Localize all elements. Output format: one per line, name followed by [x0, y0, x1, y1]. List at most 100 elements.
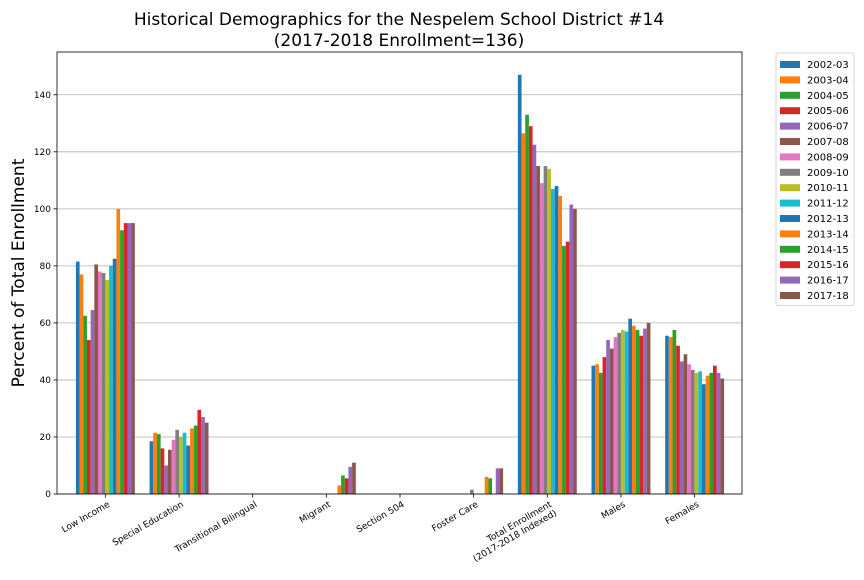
bar	[352, 462, 356, 494]
bar	[646, 322, 651, 494]
bar	[665, 335, 669, 494]
x-tick-label: Migrant	[298, 500, 333, 526]
bar	[123, 223, 128, 494]
x-tick-label: Section 504	[355, 500, 407, 536]
legend-label: 2016-17	[807, 276, 849, 287]
bar	[341, 475, 345, 494]
bar	[643, 328, 647, 494]
bar	[75, 261, 80, 494]
bar	[683, 354, 688, 494]
bar	[175, 429, 180, 494]
bar	[131, 223, 135, 494]
legend-label: 2011-12	[807, 199, 849, 210]
bar	[86, 340, 91, 494]
x-tick-label: Males	[600, 500, 628, 522]
bar	[193, 425, 198, 494]
legend-label: 2015-16	[807, 260, 849, 271]
bar	[602, 357, 607, 494]
bar	[606, 340, 610, 494]
legend-swatch	[780, 184, 800, 192]
bar	[672, 330, 677, 494]
bar	[167, 449, 172, 494]
bar	[565, 241, 570, 494]
bar	[668, 337, 673, 494]
x-tick-label: Total Enrollment(2017-2018 Indexed)	[467, 500, 559, 565]
legend-label: 2017-18	[807, 291, 849, 302]
bar	[562, 245, 566, 494]
y-axis-label: Percent of Total Enrollment	[9, 158, 29, 387]
y-tick-label: 60	[40, 319, 52, 329]
bar	[624, 331, 629, 494]
legend-swatch	[780, 230, 800, 238]
bar	[525, 114, 529, 495]
y-tick-label: 0	[45, 490, 51, 500]
bar	[569, 204, 574, 495]
bar	[495, 468, 500, 494]
x-tick-label: Females	[664, 500, 702, 527]
legend-label: 2010-11	[807, 183, 849, 194]
legend-swatch	[780, 261, 800, 269]
bar	[179, 436, 183, 494]
y-tick-label: 40	[40, 376, 52, 386]
legend-label: 2007-08	[807, 137, 849, 148]
bar	[558, 196, 563, 494]
legend-label: 2014-15	[807, 245, 849, 256]
bar	[639, 335, 644, 494]
legend-swatch	[780, 61, 800, 68]
bar	[153, 432, 157, 494]
legend-label: 2005-06	[807, 106, 849, 117]
bar	[190, 428, 194, 494]
legend-swatch	[780, 199, 800, 207]
legend-label: 2008-09	[807, 152, 849, 163]
bar	[112, 258, 117, 494]
legend-swatch	[780, 153, 800, 161]
bar	[701, 384, 706, 494]
bars	[75, 74, 725, 495]
bar	[698, 371, 702, 494]
bar	[197, 409, 202, 494]
legend-box	[775, 52, 855, 306]
legend-swatch	[780, 107, 800, 115]
bar	[499, 468, 504, 494]
bar	[83, 315, 87, 494]
bar	[337, 485, 342, 494]
bar	[517, 74, 522, 495]
y-tick-label: 100	[34, 205, 51, 215]
bar	[344, 478, 349, 494]
legend-swatch	[780, 76, 800, 84]
y-tick-label: 120	[34, 148, 51, 158]
chart-subtitle: (2017-2018 Enrollment=136)	[274, 31, 524, 51]
legend-label: 2013-14	[807, 229, 849, 240]
legend: 2002-03 2003-04 2004-05 2005-06 2006-07 2007-…	[775, 52, 855, 306]
bar	[716, 372, 721, 494]
bar	[120, 230, 124, 494]
bar	[709, 372, 714, 494]
bar	[156, 434, 161, 494]
legend-label: 2009-10	[807, 168, 849, 179]
bar	[679, 361, 684, 494]
bar	[547, 168, 551, 494]
grid-lines	[57, 94, 742, 495]
plot-frame	[56, 51, 743, 495]
bar	[598, 372, 603, 494]
y-tick-label: 20	[40, 433, 52, 443]
bar	[348, 466, 353, 494]
bar	[116, 208, 121, 494]
bar	[160, 448, 165, 494]
bar	[171, 439, 176, 494]
bar	[164, 465, 168, 494]
bar	[109, 265, 113, 494]
bar	[186, 445, 191, 494]
bar	[204, 422, 209, 494]
bar	[105, 280, 110, 494]
x-tick-label: Low Income	[60, 500, 112, 536]
y-tick-label: 140	[34, 91, 51, 101]
bar	[469, 489, 474, 494]
bar	[632, 325, 636, 494]
bar	[94, 264, 99, 494]
bar	[628, 318, 633, 494]
bar	[90, 310, 95, 494]
bar	[182, 432, 187, 494]
bar	[201, 417, 205, 494]
